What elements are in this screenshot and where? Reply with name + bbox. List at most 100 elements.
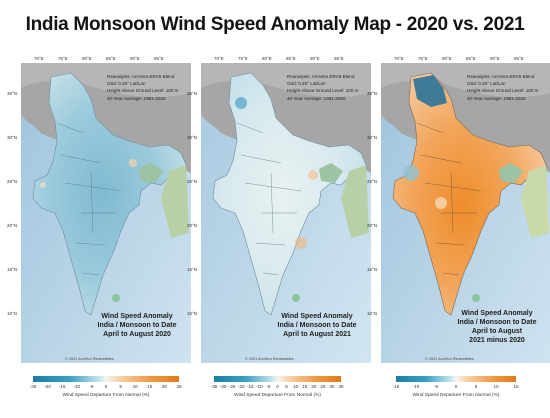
lon-tick: 70°E: [214, 56, 224, 61]
legend-tick-label: 10: [293, 384, 299, 389]
longitude-ticks: 70°E 75°E 80°E 85°E 90°E 95°E: [381, 56, 550, 63]
info-line: Grid: 0.25° Lat/Lon: [287, 81, 326, 87]
legend-tick-label: 5: [285, 384, 288, 389]
legend-tick-label: 15: [302, 384, 308, 389]
legend-tick-label: 25: [320, 384, 326, 389]
lat-tick: 15°N: [367, 267, 378, 272]
lat-tick: 30°N: [187, 135, 198, 140]
lat-tick: 20°N: [187, 223, 198, 228]
caption-line: Wind Speed Anomaly: [461, 310, 533, 317]
color-legend-2021: -35 -30 -25 -20 -15 -10 -5 0 5 10 15 20 25 30 35 Wind …: [210, 376, 344, 416]
anomaly-caption: Wind Speed Anomaly India / Monsoon to Da…: [89, 312, 185, 339]
legend-labels: -25 -20 -15 -10 -5 0 5 10 15 20 25: [29, 384, 182, 391]
lon-tick: 90°E: [310, 56, 320, 61]
lon-tick: 95°E: [334, 56, 344, 61]
legend-tick-label: -5: [433, 384, 439, 389]
lon-tick: 90°E: [490, 56, 500, 61]
lon-tick: 75°E: [238, 56, 248, 61]
legend-tick-label: -20: [237, 384, 245, 389]
lon-tick: 80°E: [262, 56, 272, 61]
lat-tick: 10°N: [7, 311, 18, 316]
legend-title: Wind Speed Departure From Normal (%): [412, 393, 500, 398]
info-box: Reanalysis: ArcVera ERA5 Blend Grid: 0.2…: [107, 73, 179, 102]
lon-tick: 70°E: [394, 56, 404, 61]
caption-line: Wind Speed Anomaly: [101, 313, 173, 320]
info-line: 40-Year Average: 1981-2020: [467, 95, 526, 101]
legend-tick-label: 25: [176, 384, 182, 389]
caption-line: India / Monsoon to Date: [457, 319, 537, 326]
caption-line: India / Monsoon to Date: [97, 322, 177, 329]
lat-tick: 15°N: [187, 267, 198, 272]
legend-tick-label: 15: [513, 384, 519, 389]
lat-tick: 25°N: [7, 179, 18, 184]
caption-line: India / Monsoon to Date: [277, 322, 357, 329]
legend-tick-label: 0: [276, 384, 279, 389]
lon-tick: 95°E: [514, 56, 524, 61]
info-line: Grid: 0.25° Lat/Lon: [467, 81, 506, 87]
lat-tick: 20°N: [7, 223, 18, 228]
legend-tick-label: 0: [454, 384, 458, 389]
caption-line: April to August 2020: [103, 331, 171, 338]
lat-tick: 35°N: [187, 91, 198, 96]
caption-line: April to August 2021: [283, 331, 351, 338]
lat-tick: 30°N: [7, 135, 18, 140]
legend-tick-label: 15: [147, 384, 153, 389]
legend-tick-label: -5: [266, 384, 271, 389]
legend-labels: -15 -10 -5 0 5 10 15: [393, 384, 519, 391]
info-line: Reanalysis: ArcVera ERA5 Blend: [287, 74, 355, 79]
info-line: Height Above Ground Level: 100 m: [287, 88, 359, 94]
info-line: 40-Year Average: 1981-2020: [287, 95, 346, 101]
anomaly-map: [381, 63, 550, 363]
lat-tick: 35°N: [367, 91, 378, 96]
lat-tick: 25°N: [367, 179, 378, 184]
map-panel-2021: 70°E 75°E 80°E 85°E 90°E 95°E 35°N 30°N …: [187, 56, 371, 363]
copyright: © 2021 ArcVera Renewables: [65, 357, 114, 361]
copyright: © 2021 ArcVera Renewables: [245, 357, 294, 361]
legend-tick-label: 30: [329, 384, 335, 389]
lon-tick: 75°E: [418, 56, 428, 61]
lat-tick: 25°N: [187, 179, 198, 184]
legend-tick-label: -10: [73, 384, 81, 389]
legend-tick-label: 5: [474, 384, 478, 389]
color-bar: [214, 376, 341, 382]
info-line: Height Above Ground Level: 100 m: [467, 88, 539, 94]
legend-tick-label: -5: [89, 384, 94, 389]
legend-tick-label: -20: [44, 384, 51, 389]
map-panel-2020: 70°E 75°E 80°E 85°E 90°E 95°E 35°N 30°N …: [7, 56, 191, 363]
legend-tick-label: 20: [161, 384, 167, 389]
longitude-ticks: 70°E 75°E 80°E 85°E 90°E 95°E: [21, 56, 191, 63]
info-line: Height Above Ground Level: 100 m: [107, 88, 179, 94]
info-line: Reanalysis: ArcVera ERA5 Blend: [467, 74, 535, 79]
info-box: Reanalysis: ArcVera ERA5 Blend Grid: 0.2…: [467, 73, 539, 102]
lon-tick: 85°E: [466, 56, 476, 61]
lon-tick: 75°E: [58, 56, 68, 61]
legend-tick-label: -30: [219, 384, 227, 389]
legend-tick-label: -10: [256, 384, 263, 389]
info-line: Grid: 0.25° Lat/Lon: [107, 81, 146, 87]
lat-tick: 35°N: [7, 91, 18, 96]
legend-tick-label: -35: [210, 384, 218, 389]
caption-line: 2021 minus 2020: [469, 337, 525, 344]
anomaly-map: [21, 63, 191, 363]
legend-labels: -35 -30 -25 -20 -15 -10 -5 0 5 10 15 20 25 30 35: [210, 384, 344, 391]
legend-tick-label: 5: [119, 384, 122, 389]
legend-tick-label: 10: [493, 384, 499, 389]
lon-tick: 80°E: [442, 56, 452, 61]
color-legend-difference: -15 -10 -5 0 5 10 15 Wind Speed Departure From…: [393, 376, 519, 416]
legend-title: Wind Speed Departure From Normal (%): [62, 393, 150, 398]
color-legend-2020: -25 -20 -15 -10 -5 0 5 10 15 20 25 Wind Speed Depa…: [29, 376, 182, 416]
anomaly-caption: Wind Speed Anomaly India / Monsoon to Da…: [449, 309, 545, 345]
color-bar: [33, 376, 179, 382]
legend-tick-label: -25: [228, 384, 236, 389]
lat-tick: 10°N: [367, 311, 378, 316]
color-bar: [396, 376, 516, 382]
lat-tick: 30°N: [367, 135, 378, 140]
legend-tick-label: 20: [311, 384, 317, 389]
info-box: Reanalysis: ArcVera ERA5 Blend Grid: 0.2…: [287, 73, 359, 102]
page-title: India Monsoon Wind Speed Anomaly Map - 2…: [25, 14, 525, 35]
lat-tick: 10°N: [187, 311, 198, 316]
lon-tick: 90°E: [130, 56, 140, 61]
legend-tick-label: -25: [29, 384, 37, 389]
info-line: 40-Year Average: 1981-2020: [107, 95, 166, 101]
caption-line: April to August: [471, 328, 523, 335]
